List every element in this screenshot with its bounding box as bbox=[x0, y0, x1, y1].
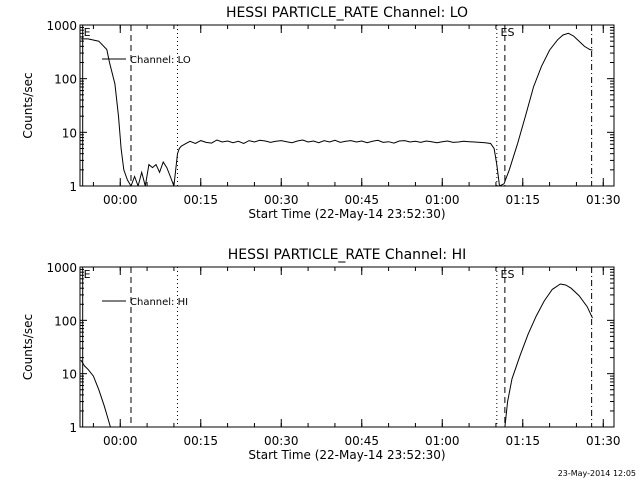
y-tick-label: 1000 bbox=[46, 19, 77, 33]
chart-panel-hi: HESSI PARTICLE_RATE Channel: HI 1 10 100 100… bbox=[21, 247, 621, 462]
y-axis-label: Counts/sec bbox=[21, 314, 35, 380]
time-marker-label: E bbox=[84, 268, 91, 281]
footer-timestamp: 23-May-2014 12:05 bbox=[557, 469, 636, 478]
series-line bbox=[504, 283, 593, 427]
x-tick-label: 01:30 bbox=[586, 434, 621, 448]
y-tick-label: 10 bbox=[62, 126, 77, 140]
x-tick-label: 01:15 bbox=[505, 193, 540, 207]
x-tick-label: 00:30 bbox=[264, 434, 299, 448]
y-axis-label: Counts/sec bbox=[21, 72, 35, 138]
y-tick-label: 1 bbox=[69, 421, 77, 435]
time-marker-label: ES bbox=[501, 26, 515, 39]
y-tick-label: 10 bbox=[62, 368, 77, 382]
time-marker-label: E bbox=[84, 26, 91, 39]
series-line bbox=[80, 359, 111, 427]
time-marker-label: ES bbox=[501, 268, 515, 281]
x-axis-label: Start Time (22-May-14 23:52:30) bbox=[248, 448, 445, 462]
series-line bbox=[80, 32, 593, 186]
chart-title: HESSI PARTICLE_RATE Channel: HI bbox=[228, 247, 466, 263]
y-tick-label: 100 bbox=[54, 314, 77, 328]
y-tick-label: 100 bbox=[54, 73, 77, 87]
legend: Channel: LO bbox=[102, 55, 191, 66]
x-tick-label: 00:15 bbox=[183, 434, 218, 448]
x-tick-label: 00:45 bbox=[344, 434, 379, 448]
plot-frame bbox=[79, 24, 615, 187]
chart-panel-lo: HESSI PARTICLE_RATE Channel: LO 1 10 100 100… bbox=[21, 5, 621, 221]
x-tick-label: 00:00 bbox=[103, 434, 138, 448]
x-tick-label: 01:15 bbox=[505, 434, 540, 448]
x-tick-label: 01:00 bbox=[425, 434, 460, 448]
plot-frame bbox=[79, 266, 615, 428]
legend: Channel: HI bbox=[102, 297, 188, 308]
y-tick-label: 1 bbox=[69, 180, 77, 194]
x-tick-label: 01:30 bbox=[586, 193, 621, 207]
x-tick-label: 00:30 bbox=[264, 193, 299, 207]
x-tick-label: 00:00 bbox=[103, 193, 138, 207]
chart-title: HESSI PARTICLE_RATE Channel: LO bbox=[226, 5, 468, 21]
y-tick-label: 1000 bbox=[46, 261, 77, 275]
x-axis-label: Start Time (22-May-14 23:52:30) bbox=[248, 207, 445, 221]
x-tick-label: 00:15 bbox=[183, 193, 218, 207]
legend-label: Channel: HI bbox=[130, 297, 188, 308]
x-tick-label: 00:45 bbox=[344, 193, 379, 207]
x-tick-label: 01:00 bbox=[425, 193, 460, 207]
legend-label: Channel: LO bbox=[130, 55, 191, 66]
